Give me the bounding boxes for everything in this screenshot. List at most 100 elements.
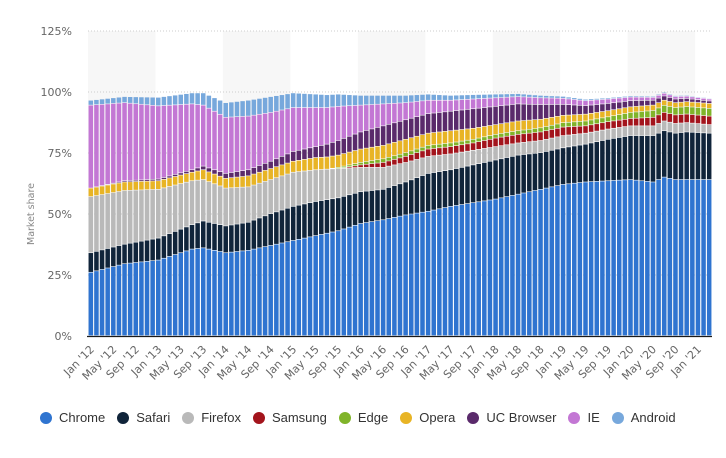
bar-segment-uc-browser[interactable] xyxy=(223,173,228,179)
bar-segment-chrome[interactable] xyxy=(650,182,656,336)
bar-segment-safari[interactable] xyxy=(690,132,695,180)
bar-segment-edge[interactable] xyxy=(543,126,549,131)
bar-segment-firefox[interactable] xyxy=(386,166,392,188)
bar-segment-ie[interactable] xyxy=(600,99,605,104)
bar-segment-android[interactable] xyxy=(290,93,296,108)
bar-segment-opera[interactable] xyxy=(245,176,251,187)
bar-segment-chrome[interactable] xyxy=(645,181,650,336)
bar-segment-firefox[interactable] xyxy=(560,135,566,148)
bar-segment-firefox[interactable] xyxy=(690,123,695,132)
bar-segment-opera[interactable] xyxy=(285,163,290,174)
bar-segment-edge[interactable] xyxy=(448,143,453,147)
bar-segment-firefox[interactable] xyxy=(431,156,436,173)
bar-segment-chrome[interactable] xyxy=(245,250,251,336)
bar-segment-android[interactable] xyxy=(279,95,285,110)
bar-segment-chrome[interactable] xyxy=(212,250,217,336)
bar-segment-samsung[interactable] xyxy=(684,114,689,123)
bar-segment-ie[interactable] xyxy=(437,100,442,113)
bar-segment-chrome[interactable] xyxy=(403,215,408,336)
bar-segment-uc-browser[interactable] xyxy=(150,179,155,181)
bar-segment-safari[interactable] xyxy=(88,253,94,272)
bar-segment-opera[interactable] xyxy=(527,120,532,129)
bar-segment-chrome[interactable] xyxy=(588,181,594,336)
bar-segment-opera[interactable] xyxy=(184,173,189,182)
bar-segment-android[interactable] xyxy=(150,97,155,106)
bar-segment-android[interactable] xyxy=(470,94,476,99)
bar-segment-android[interactable] xyxy=(122,96,127,103)
bar-segment-firefox[interactable] xyxy=(122,190,127,244)
bar-segment-safari[interactable] xyxy=(493,160,498,199)
bar-segment-ie[interactable] xyxy=(268,112,273,161)
bar-segment-firefox[interactable] xyxy=(392,165,397,186)
bar-segment-ie[interactable] xyxy=(431,100,436,113)
bar-segment-firefox[interactable] xyxy=(583,133,588,144)
bar-segment-chrome[interactable] xyxy=(358,223,363,336)
bar-segment-ie[interactable] xyxy=(673,96,678,99)
bar-segment-ie[interactable] xyxy=(279,110,285,157)
bar-segment-safari[interactable] xyxy=(296,205,302,240)
bar-segment-firefox[interactable] xyxy=(133,190,139,242)
bar-segment-android[interactable] xyxy=(515,93,521,97)
bar-segment-android[interactable] xyxy=(167,96,172,105)
bar-segment-safari[interactable] xyxy=(375,190,380,221)
bar-segment-chrome[interactable] xyxy=(560,184,566,336)
bar-segment-opera[interactable] xyxy=(296,160,302,172)
bar-segment-safari[interactable] xyxy=(521,154,526,193)
bar-segment-firefox[interactable] xyxy=(425,156,431,174)
bar-segment-safari[interactable] xyxy=(172,231,178,255)
bar-segment-opera[interactable] xyxy=(605,111,611,117)
bar-segment-uc-browser[interactable] xyxy=(504,105,510,123)
bar-segment-android[interactable] xyxy=(212,98,217,111)
bar-segment-android[interactable] xyxy=(425,94,431,100)
bar-segment-firefox[interactable] xyxy=(538,140,543,153)
bar-segment-opera[interactable] xyxy=(352,150,358,164)
bar-segment-edge[interactable] xyxy=(504,132,510,136)
bar-segment-edge[interactable] xyxy=(538,128,543,132)
bar-segment-android[interactable] xyxy=(156,97,161,106)
bar-segment-samsung[interactable] xyxy=(532,132,538,141)
bar-segment-samsung[interactable] xyxy=(380,162,386,168)
bar-segment-uc-browser[interactable] xyxy=(251,167,257,174)
bar-segment-android[interactable] xyxy=(144,97,150,105)
bar-segment-edge[interactable] xyxy=(493,134,498,138)
bar-segment-samsung[interactable] xyxy=(577,126,583,134)
bar-segment-edge[interactable] xyxy=(510,131,515,136)
bar-segment-firefox[interactable] xyxy=(217,186,223,225)
bar-segment-firefox[interactable] xyxy=(453,153,459,169)
bar-segment-safari[interactable] xyxy=(431,172,436,210)
bar-segment-firefox[interactable] xyxy=(335,168,341,198)
bar-segment-ie[interactable] xyxy=(420,101,425,115)
bar-segment-safari[interactable] xyxy=(437,171,442,209)
bar-segment-ie[interactable] xyxy=(453,100,459,111)
bar-segment-safari[interactable] xyxy=(572,146,577,183)
bar-segment-ie[interactable] xyxy=(459,99,465,110)
bar-segment-safari[interactable] xyxy=(358,192,363,224)
bar-segment-uc-browser[interactable] xyxy=(240,171,245,177)
bar-segment-uc-browser[interactable] xyxy=(583,105,588,114)
bar-segment-android[interactable] xyxy=(431,94,436,100)
bar-segment-uc-browser[interactable] xyxy=(380,126,386,146)
bar-segment-android[interactable] xyxy=(510,94,515,97)
bar-segment-samsung[interactable] xyxy=(397,158,403,164)
bar-segment-opera[interactable] xyxy=(459,129,465,141)
bar-segment-firefox[interactable] xyxy=(206,181,212,222)
bar-segment-android[interactable] xyxy=(88,100,94,105)
bar-segment-samsung[interactable] xyxy=(358,165,363,168)
bar-segment-uc-browser[interactable] xyxy=(510,104,515,122)
bar-segment-ie[interactable] xyxy=(470,99,476,109)
bar-segment-safari[interactable] xyxy=(594,142,600,182)
bar-segment-chrome[interactable] xyxy=(673,179,678,336)
bar-segment-android[interactable] xyxy=(577,98,583,100)
bar-segment-samsung[interactable] xyxy=(690,114,695,123)
bar-segment-firefox[interactable] xyxy=(358,167,363,192)
bar-segment-firefox[interactable] xyxy=(105,193,110,249)
bar-segment-opera[interactable] xyxy=(347,152,352,165)
bar-segment-chrome[interactable] xyxy=(352,225,358,336)
bar-segment-chrome[interactable] xyxy=(459,204,465,336)
bar-segment-android[interactable] xyxy=(234,101,240,117)
bar-segment-firefox[interactable] xyxy=(234,187,240,224)
bar-segment-uc-browser[interactable] xyxy=(588,105,594,113)
bar-segment-firefox[interactable] xyxy=(566,135,571,147)
bar-segment-opera[interactable] xyxy=(639,106,644,112)
bar-segment-opera[interactable] xyxy=(572,115,577,122)
